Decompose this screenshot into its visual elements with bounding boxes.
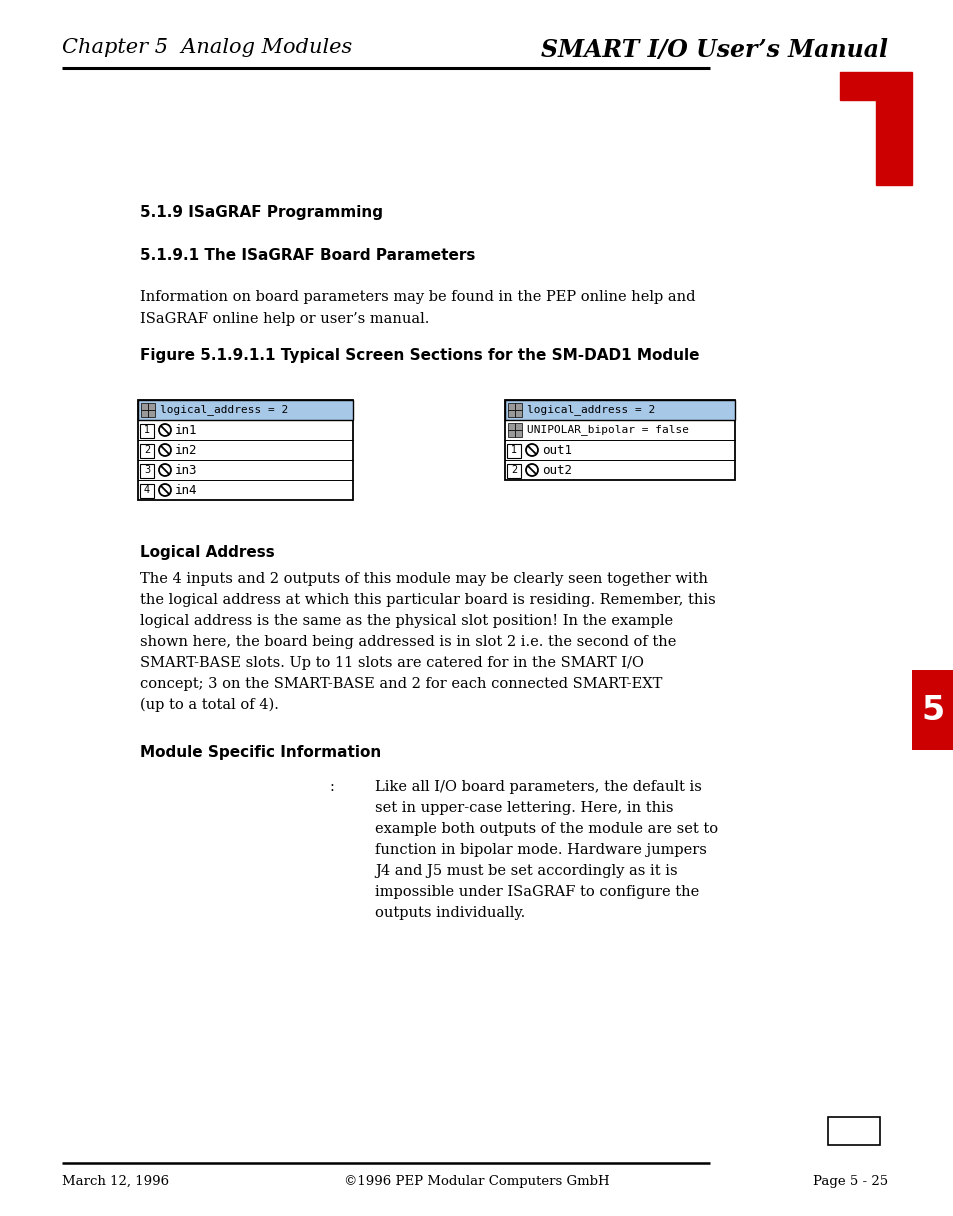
Text: UNIPOLAR_bipolar = false: UNIPOLAR_bipolar = false [526,424,688,435]
Text: function in bipolar mode. Hardware jumpers: function in bipolar mode. Hardware jumpe… [375,843,706,857]
Text: 5.1.9 ISaGRAF Programming: 5.1.9 ISaGRAF Programming [140,206,382,220]
Text: out2: out2 [541,463,572,477]
Text: logical address is the same as the physical slot position! In the example: logical address is the same as the physi… [140,614,673,627]
Bar [507,423,515,430]
Bar [507,430,515,437]
Text: 5: 5 [921,693,943,726]
Text: set in upper-case lettering. Here, in this: set in upper-case lettering. Here, in th… [375,801,673,815]
Text: 3: 3 [144,465,150,475]
Text: Module Specific Information: Module Specific Information [140,745,381,760]
Text: Chapter 5  Analog Modules: Chapter 5 Analog Modules [62,38,352,57]
Bar [141,410,148,417]
Text: SMART-BASE slots. Up to 11 slots are catered for in the SMART I/O: SMART-BASE slots. Up to 11 slots are cat… [140,655,643,670]
Text: shown here, the board being addressed is in slot 2 i.e. the second of the: shown here, the board being addressed is… [140,635,676,649]
Bar [138,400,353,420]
Bar [911,670,953,750]
Text: in2: in2 [174,444,197,456]
Bar [875,100,911,185]
Text: example both outputs of the module are set to: example both outputs of the module are s… [375,822,718,837]
Text: Page 5 - 25: Page 5 - 25 [812,1175,887,1188]
Bar [140,424,153,438]
Bar [507,410,515,417]
Text: logical_address = 2: logical_address = 2 [160,405,288,416]
Text: :: : [330,779,335,794]
Text: 1: 1 [144,426,150,435]
Bar [148,410,154,417]
Bar [504,400,734,420]
Text: outputs individually.: outputs individually. [375,906,525,921]
Bar [506,444,520,458]
Bar [504,400,734,480]
Bar [140,484,153,499]
Bar [140,465,153,478]
Text: ISaGRAF online help or user’s manual.: ISaGRAF online help or user’s manual. [140,313,429,326]
Bar [515,423,521,430]
Bar [506,465,520,478]
Bar [515,430,521,437]
Text: Information on board parameters may be found in the PEP online help and: Information on board parameters may be f… [140,289,695,304]
Bar [140,444,153,458]
Bar [515,410,521,417]
Text: in4: in4 [174,484,197,496]
Text: in3: in3 [174,463,197,477]
Text: Like all I/O board parameters, the default is: Like all I/O board parameters, the defau… [375,779,701,794]
Text: 5.1.9.1 The ISaGRAF Board Parameters: 5.1.9.1 The ISaGRAF Board Parameters [140,248,475,263]
Text: (up to a total of 4).: (up to a total of 4). [140,698,278,713]
Bar [840,72,911,100]
Text: ©1996 PEP Modular Computers GmbH: ©1996 PEP Modular Computers GmbH [344,1175,609,1188]
Bar [515,402,521,410]
Text: out1: out1 [541,444,572,456]
Text: The 4 inputs and 2 outputs of this module may be clearly seen together with: The 4 inputs and 2 outputs of this modul… [140,572,707,586]
Bar [827,1118,879,1145]
Bar [138,400,353,500]
Text: 2: 2 [144,445,150,455]
Bar [507,402,515,410]
Text: Figure 5.1.9.1.1 Typical Screen Sections for the SM-DAD1 Module: Figure 5.1.9.1.1 Typical Screen Sections… [140,348,699,364]
Text: SMART I/O User’s Manual: SMART I/O User’s Manual [540,38,887,62]
Text: in1: in1 [174,423,197,437]
Bar [141,402,148,410]
Text: 2: 2 [511,465,517,475]
Bar [148,402,154,410]
Text: the logical address at which this particular board is residing. Remember, this: the logical address at which this partic… [140,593,715,607]
Text: 4: 4 [144,485,150,495]
Text: concept; 3 on the SMART-BASE and 2 for each connected SMART-EXT: concept; 3 on the SMART-BASE and 2 for e… [140,677,661,691]
Text: March 12, 1996: March 12, 1996 [62,1175,169,1188]
Text: J4 and J5 must be set accordingly as it is: J4 and J5 must be set accordingly as it … [375,865,677,878]
Text: logical_address = 2: logical_address = 2 [526,405,655,416]
Text: Logical Address: Logical Address [140,545,274,561]
Text: impossible under ISaGRAF to configure the: impossible under ISaGRAF to configure th… [375,885,699,899]
Text: 1: 1 [511,445,517,455]
